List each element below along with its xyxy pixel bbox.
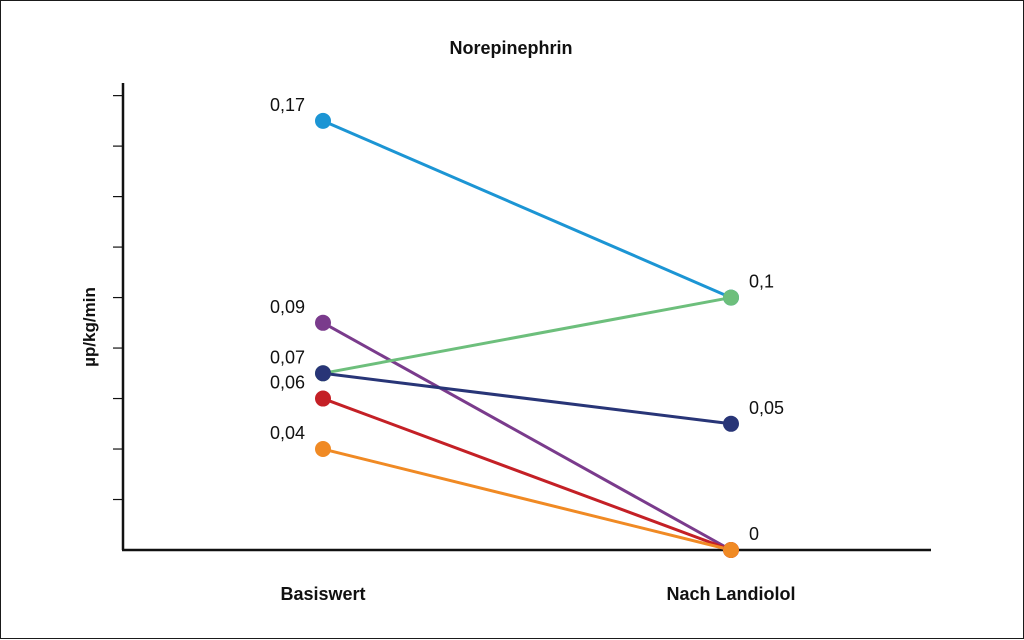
category-label-1: Nach Landiolol [666,584,795,604]
data-label-basis-2: 0,07 [270,347,305,367]
data-label-nach-2: 0 [749,524,759,544]
data-point-3-1 [723,415,739,432]
axes [113,83,931,552]
data-label-basis-1: 0,09 [270,297,305,317]
data-point-5-0 [315,441,331,458]
chart-title: Norepinephrin [449,38,572,58]
series-line-1 [322,321,732,552]
data-point-0-0 [315,112,331,129]
series-line-4 [322,397,732,552]
series-points [315,112,739,558]
category-labels: Basiswert Nach Landiolol [280,584,795,604]
data-point-5-1 [723,542,739,558]
series-line-5 [322,447,732,552]
data-point-1-0 [315,314,331,331]
series-line-0 [322,119,732,299]
data-label-basis-3: 0,06 [270,373,305,393]
data-label-basis-4: 0,04 [270,423,305,443]
data-point-2-1 [723,289,739,306]
data-label-basis-0: 0,17 [270,95,305,115]
category-label-0: Basiswert [280,584,365,604]
series-line-3 [322,371,732,426]
data-label-nach-0: 0,1 [749,272,774,292]
data-label-nach-1: 0,05 [749,398,784,418]
data-point-4-0 [315,390,331,407]
series-lines [322,119,732,552]
series-line-2 [322,296,732,375]
data-labels: 0,17 0,09 0,07 0,06 0,04 0,1 0,05 0 [270,95,784,544]
y-axis-label: µp/kg/min [80,287,99,367]
data-point-3-0 [315,365,331,382]
